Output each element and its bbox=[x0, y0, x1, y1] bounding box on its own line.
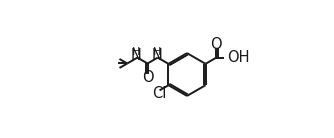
Text: N: N bbox=[151, 48, 162, 63]
Text: OH: OH bbox=[227, 50, 250, 65]
Text: O: O bbox=[210, 37, 222, 52]
Text: O: O bbox=[142, 70, 153, 85]
Text: H: H bbox=[132, 47, 141, 57]
Text: H: H bbox=[152, 47, 161, 57]
Text: Cl: Cl bbox=[152, 86, 166, 101]
Text: N: N bbox=[131, 48, 142, 63]
